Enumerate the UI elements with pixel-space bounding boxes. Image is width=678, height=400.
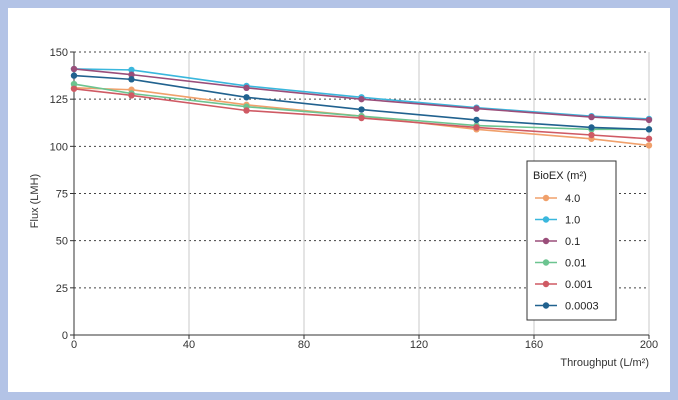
legend-label: 1.0 [565, 215, 580, 227]
x-tick-label: 0 [71, 339, 77, 351]
data-point-0.001 [588, 131, 595, 139]
series-layer [70, 65, 653, 149]
data-point-0.001 [645, 135, 653, 142]
data-point-4.0 [645, 142, 653, 149]
data-point-0.001 [358, 114, 365, 122]
legend-label: 0.1 [565, 236, 580, 248]
x-tick-label: 200 [640, 339, 658, 351]
data-point-0.1 [70, 65, 78, 73]
y-axis-title: Flux (LMH) [29, 174, 41, 228]
flux-chart: 0 25 50 75 100 125 150 0 40 80 120 160 200 Throughpu… [29, 47, 659, 369]
data-point-0.001 [128, 92, 135, 99]
data-point-0.0003 [588, 124, 595, 131]
axes: 0 25 50 75 100 125 150 0 40 80 120 160 200 [50, 47, 659, 351]
legend-swatch-marker [542, 259, 550, 266]
y-tick-label: 150 [50, 47, 68, 59]
y-tick-label: 125 [50, 94, 68, 106]
data-point-0.0003 [473, 116, 480, 124]
x-axis-title: Throughput (L/m²) [560, 357, 649, 369]
y-tick-label: 100 [50, 141, 68, 153]
legend-label: 0.0003 [565, 301, 599, 313]
data-point-0.0003 [128, 76, 135, 83]
x-tick-label: 160 [525, 339, 543, 351]
data-point-1.0 [128, 66, 135, 74]
data-point-0.1 [358, 95, 365, 103]
data-point-0.001 [70, 85, 78, 92]
x-tick-label: 80 [298, 339, 310, 351]
legend-label: 0.001 [565, 279, 593, 291]
y-tick-label: 75 [56, 189, 68, 201]
data-point-0.0003 [358, 106, 365, 113]
chart-panel: 0 25 50 75 100 125 150 0 40 80 120 160 200 Throughpu… [8, 8, 670, 392]
legend-swatch-marker [542, 194, 550, 202]
legend-label: 0.01 [565, 258, 586, 270]
data-point-0.1 [588, 113, 595, 121]
data-point-0.1 [645, 116, 653, 124]
legend-swatch-marker [542, 280, 550, 288]
y-tick-label: 25 [56, 283, 68, 295]
data-point-0.0003 [645, 126, 653, 133]
legend-swatch-marker [542, 216, 550, 223]
data-point-0.01 [70, 80, 78, 88]
legend-title: BioEX (m²) [533, 170, 587, 182]
x-tick-label: 40 [183, 339, 195, 351]
legend: BioEX (m²) 4.0 1.0 0.1 0.01 0.001 0.0003 [526, 160, 617, 321]
x-tick-label: 120 [410, 339, 428, 351]
y-tick-label: 0 [62, 330, 68, 342]
y-tick-label: 50 [56, 236, 68, 248]
legend-swatch-marker [542, 237, 550, 245]
data-point-0.001 [473, 124, 480, 131]
legend-label: 4.0 [565, 193, 580, 205]
data-point-0.001 [243, 107, 250, 114]
series-line-0.0003 [73, 74, 650, 131]
legend-swatch-marker [542, 302, 550, 309]
data-point-0.1 [128, 71, 135, 78]
data-point-0.1 [243, 84, 250, 92]
data-point-0.0003 [243, 94, 250, 101]
data-point-0.0003 [70, 72, 78, 79]
data-point-0.1 [473, 105, 480, 112]
